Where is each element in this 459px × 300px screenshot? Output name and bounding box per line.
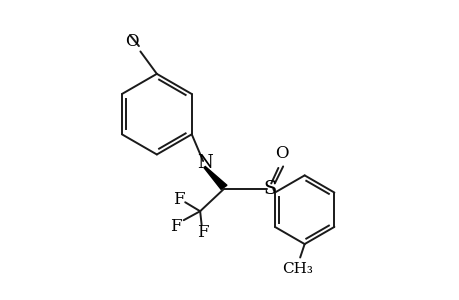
Text: CH₃: CH₃: [281, 262, 312, 276]
Polygon shape: [203, 167, 226, 189]
Text: O: O: [275, 145, 288, 162]
Text: F: F: [170, 218, 182, 235]
Text: F: F: [173, 191, 185, 208]
Text: N: N: [196, 154, 212, 172]
Text: S: S: [263, 180, 276, 198]
Text: O: O: [125, 33, 139, 50]
Text: F: F: [197, 224, 208, 241]
